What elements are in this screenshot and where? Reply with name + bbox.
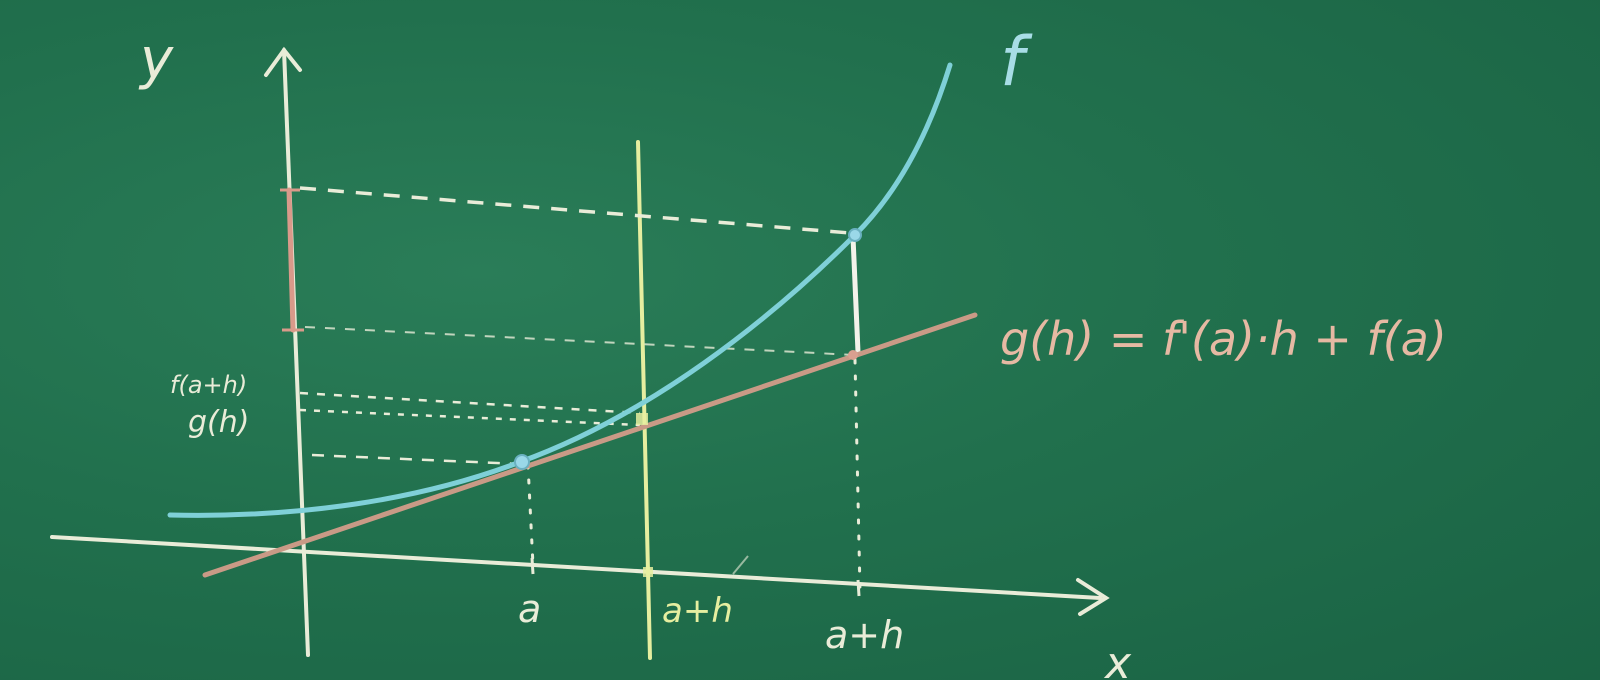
y-axis-label: y [138,27,174,92]
y-axis [282,48,310,657]
point-g-h [848,350,858,360]
dashed-line-g-h [299,408,641,427]
tangent-line [202,312,978,578]
x-tick-a [530,557,535,575]
tangent-equation: g(h) = f'(a)·h + f(a) [1000,312,1447,366]
point-intersection-axis [643,567,653,577]
point-intersection-mid [636,413,648,425]
x-tick-label-a: a [518,587,541,631]
curve-f [167,62,953,518]
x-tick-label-right: a+h [825,613,904,657]
dashed-line-f-a-plus-h [299,391,641,415]
dashed-line-tangent-level [304,326,856,356]
x-tick-label-mid: a+h [662,591,733,631]
point-f-a-plus-h [848,228,862,242]
x-axis [50,535,1102,600]
gap-segment [850,234,861,355]
y-tick-label-g: g(h) [188,405,249,440]
dashed-line-top [299,186,851,235]
chalk-mark [732,555,749,575]
dotted-line-a-plus-h-right [853,358,862,592]
dotted-line-a [526,463,535,567]
point-a-f-a [514,454,530,470]
y-axis-arrowhead [264,46,302,77]
x-tick-right [856,579,861,597]
x-axis-arrowhead [1076,578,1110,616]
x-axis-label: x [1103,638,1132,680]
curve-label: f [1000,23,1033,102]
y-axis-highlight-segment [286,187,296,333]
y-tick-label-f: f(a+h) [170,371,247,399]
dashed-line-f-a [311,453,521,466]
